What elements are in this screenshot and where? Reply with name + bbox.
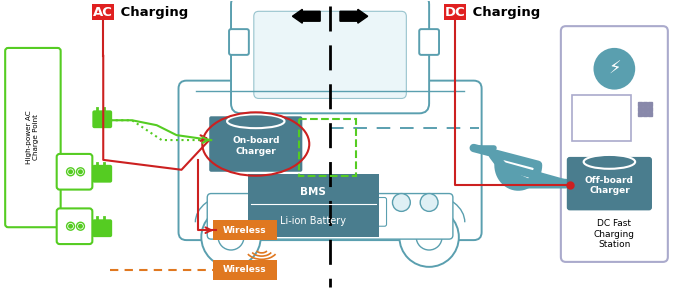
Ellipse shape [584,155,635,169]
Circle shape [68,224,73,229]
Circle shape [416,224,442,250]
Circle shape [67,222,74,230]
FancyBboxPatch shape [273,197,387,226]
Text: Li-ion Battery: Li-ion Battery [280,216,346,226]
Circle shape [78,224,83,229]
FancyBboxPatch shape [209,116,302,172]
Circle shape [67,168,74,176]
Circle shape [595,49,634,88]
Circle shape [392,194,410,211]
FancyBboxPatch shape [207,194,453,239]
Circle shape [218,224,244,250]
FancyBboxPatch shape [231,0,429,113]
FancyBboxPatch shape [92,110,112,128]
FancyBboxPatch shape [254,11,406,98]
FancyBboxPatch shape [5,48,61,227]
FancyBboxPatch shape [92,4,114,20]
FancyBboxPatch shape [561,26,668,262]
Circle shape [400,207,459,267]
Ellipse shape [227,114,284,128]
Text: Wireless: Wireless [223,265,267,274]
FancyBboxPatch shape [572,96,631,141]
FancyBboxPatch shape [178,81,482,240]
FancyBboxPatch shape [419,29,439,55]
Text: Off-board
Charger: Off-board Charger [585,176,634,195]
FancyBboxPatch shape [213,220,277,240]
Circle shape [421,194,438,211]
Text: Charging: Charging [116,6,188,19]
FancyArrow shape [292,9,320,23]
FancyBboxPatch shape [567,157,652,210]
Text: ⚡: ⚡ [608,60,621,78]
Text: BMS: BMS [300,187,326,197]
FancyBboxPatch shape [92,219,112,237]
FancyArrow shape [340,9,368,23]
Circle shape [201,207,261,267]
FancyBboxPatch shape [248,174,379,237]
Text: DC Fast
Charging
Station: DC Fast Charging Station [594,219,635,249]
Text: DC: DC [445,6,465,19]
Text: On-board
Charger: On-board Charger [232,136,279,156]
Circle shape [76,222,84,230]
Text: Charging: Charging [468,6,540,19]
FancyBboxPatch shape [57,154,92,190]
Text: AC: AC [93,6,113,19]
FancyBboxPatch shape [213,260,277,280]
Circle shape [68,169,73,174]
Text: High-power AC
Charge Point: High-power AC Charge Point [26,110,39,164]
Circle shape [78,169,83,174]
Text: Wireless: Wireless [223,226,267,235]
FancyBboxPatch shape [444,4,466,20]
FancyBboxPatch shape [57,208,92,244]
FancyBboxPatch shape [92,165,112,183]
Circle shape [76,168,84,176]
FancyBboxPatch shape [229,29,249,55]
